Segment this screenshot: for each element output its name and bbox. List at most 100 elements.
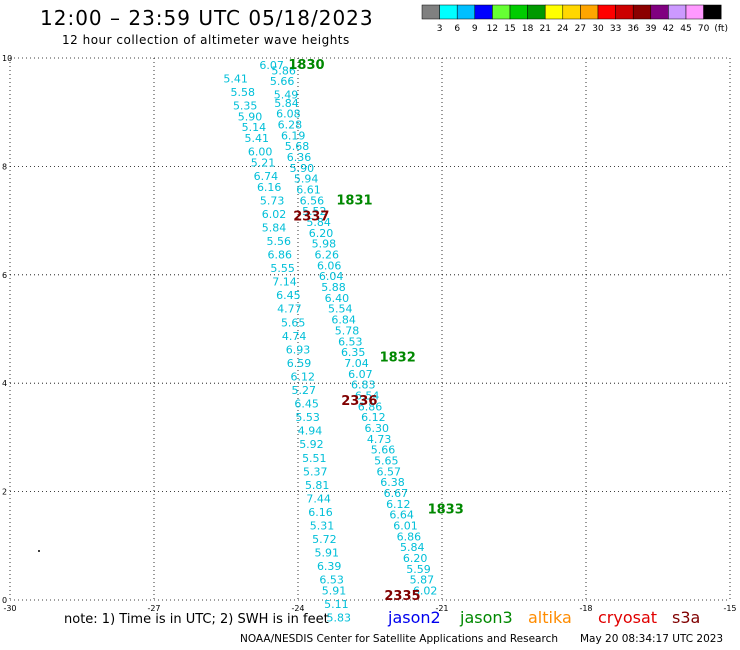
colorbar-swatch	[492, 4, 511, 20]
x-tick-label: -30	[3, 604, 16, 613]
wave-height-value: 6.74	[254, 170, 279, 183]
time-label: 2336	[341, 394, 377, 409]
wave-height-value: 6.86	[268, 249, 293, 262]
colorbar-swatch	[650, 4, 669, 20]
wave-height-value: 5.66	[371, 444, 396, 457]
colorbar-label: 12	[487, 24, 498, 34]
wave-height-value: 5.37	[303, 465, 328, 478]
wave-height-value: 5.91	[322, 585, 347, 598]
wave-height-value: 6.16	[308, 506, 333, 519]
wave-height-value: 5.54	[328, 303, 353, 316]
colorbar-label: 24	[557, 24, 569, 34]
wave-height-value: 6.26	[315, 249, 340, 262]
wave-height-value: 6.40	[325, 292, 350, 305]
colorbar-swatch	[439, 4, 458, 20]
colorbar-swatch	[456, 4, 476, 20]
note-text: note: 1) Time is in UTC; 2) SWH is in fe…	[64, 612, 329, 627]
y-tick-label: 4	[2, 379, 7, 388]
colorbar-label: 30	[592, 24, 604, 34]
wave-height-value: 6.19	[281, 129, 306, 142]
wave-height-value: 6.36	[287, 151, 312, 164]
wave-height-value: 6.07	[259, 59, 284, 72]
wave-height-value: 5.84	[306, 216, 331, 229]
colorbar-swatch	[562, 4, 581, 20]
wave-height-value: 6.30	[364, 422, 389, 435]
wave-height-value: 5.84	[274, 97, 299, 110]
wave-height-value: 4.74	[282, 330, 307, 343]
colorbar-label: 45	[680, 24, 691, 34]
wave-height-value: 6.12	[386, 498, 411, 511]
wave-height-value: 6.64	[389, 509, 414, 522]
wave-height-value: 7.14	[272, 276, 297, 289]
wave-height-value: 6.54	[355, 389, 380, 402]
wave-height-value: 5.83	[327, 612, 352, 625]
colorbar-legend: 3 6 9 12 15 18 21 24 27 30 33 36 39 42 45 70 (ft)	[421, 4, 728, 34]
colorbar-label: 18	[522, 24, 534, 34]
wave-height-value: 6.08	[276, 108, 301, 121]
colorbar-swatch	[509, 4, 528, 20]
colorbar-label: 36	[627, 24, 639, 34]
wave-height-value: 5.86	[271, 64, 296, 77]
wave-height-value: 5.41	[223, 72, 248, 85]
legend-altika: altika	[528, 608, 572, 627]
colorbar-swatch	[703, 4, 722, 20]
time-label: 1830	[288, 58, 324, 73]
grid	[9, 57, 731, 601]
x-tick-label: -15	[723, 604, 736, 613]
colorbar-label: 21	[539, 24, 550, 34]
colorbar-swatch	[668, 4, 687, 20]
colorbar-label: (ft)	[714, 24, 728, 34]
y-tick-label: 6	[2, 271, 7, 280]
wave-height-value: 5.78	[335, 324, 360, 337]
y-tick-label: 2	[2, 488, 7, 497]
wave-height-value: 6.59	[287, 357, 312, 370]
chart-title: 12:00 – 23:59 UTC 05/18/2023	[40, 6, 374, 30]
wave-height-value: 6.35	[341, 346, 366, 359]
wave-height-value: 6.86	[397, 530, 422, 543]
wave-height-value: 5.55	[270, 262, 295, 275]
colorbar-swatch	[421, 4, 440, 20]
colorbar-swatch	[527, 4, 546, 20]
colorbar-label: 9	[472, 24, 478, 34]
legend-s3a: s3a	[672, 608, 701, 627]
wave-height-value: 5.72	[312, 533, 337, 546]
wave-height-value: 5.94	[294, 173, 319, 186]
x-tick-label: -18	[579, 604, 592, 613]
wave-height-value: 5.49	[274, 89, 299, 102]
wave-height-value: 7.44	[306, 492, 331, 505]
wave-height-value: 5.21	[251, 156, 276, 169]
wave-height-value: 6.45	[276, 289, 301, 302]
wave-height-value: 6.01	[393, 520, 418, 533]
wave-height-value: 5.73	[260, 194, 285, 207]
wave-height-value: 6.06	[317, 259, 342, 272]
wave-height-value: 6.12	[291, 370, 316, 383]
time-label: 2337	[293, 210, 329, 225]
wave-height-value: 5.14	[242, 121, 267, 134]
chart-subtitle: 12 hour collection of altimeter wave hei…	[62, 33, 350, 47]
colorbar-swatch	[632, 4, 652, 20]
y-tick-label: 8	[2, 162, 7, 171]
wave-height-value: 5.41	[244, 132, 269, 145]
wave-height-value: 5.98	[312, 238, 337, 251]
wave-height-value: 5.11	[324, 598, 349, 611]
wave-height-value: 5.90	[290, 162, 315, 175]
wave-height-value: 6.20	[403, 552, 428, 565]
colorbar-label: 3	[437, 24, 443, 34]
wave-height-value: 5.65	[374, 455, 399, 468]
wave-height-value: 7.04	[344, 357, 369, 370]
wave-height-value: 5.51	[302, 452, 327, 465]
colorbar-swatch	[580, 4, 599, 20]
wave-height-value: 5.81	[305, 479, 330, 492]
wave-height-value: 6.57	[376, 465, 401, 478]
wave-height-value: 5.58	[231, 86, 256, 99]
colorbar-label: 15	[504, 24, 515, 34]
colorbar-swatch	[474, 4, 493, 20]
wave-height-value: 6.93	[286, 343, 311, 356]
wave-height-value: 5.84	[400, 541, 425, 554]
legend-cryosat: cryosat	[598, 608, 658, 627]
colorbar-label: 42	[663, 24, 674, 34]
x-tick-label: -24	[291, 604, 304, 613]
wave-height-value: 6.67	[384, 487, 409, 500]
time-label: 1833	[428, 502, 464, 517]
x-tick-label: -21	[435, 604, 448, 613]
